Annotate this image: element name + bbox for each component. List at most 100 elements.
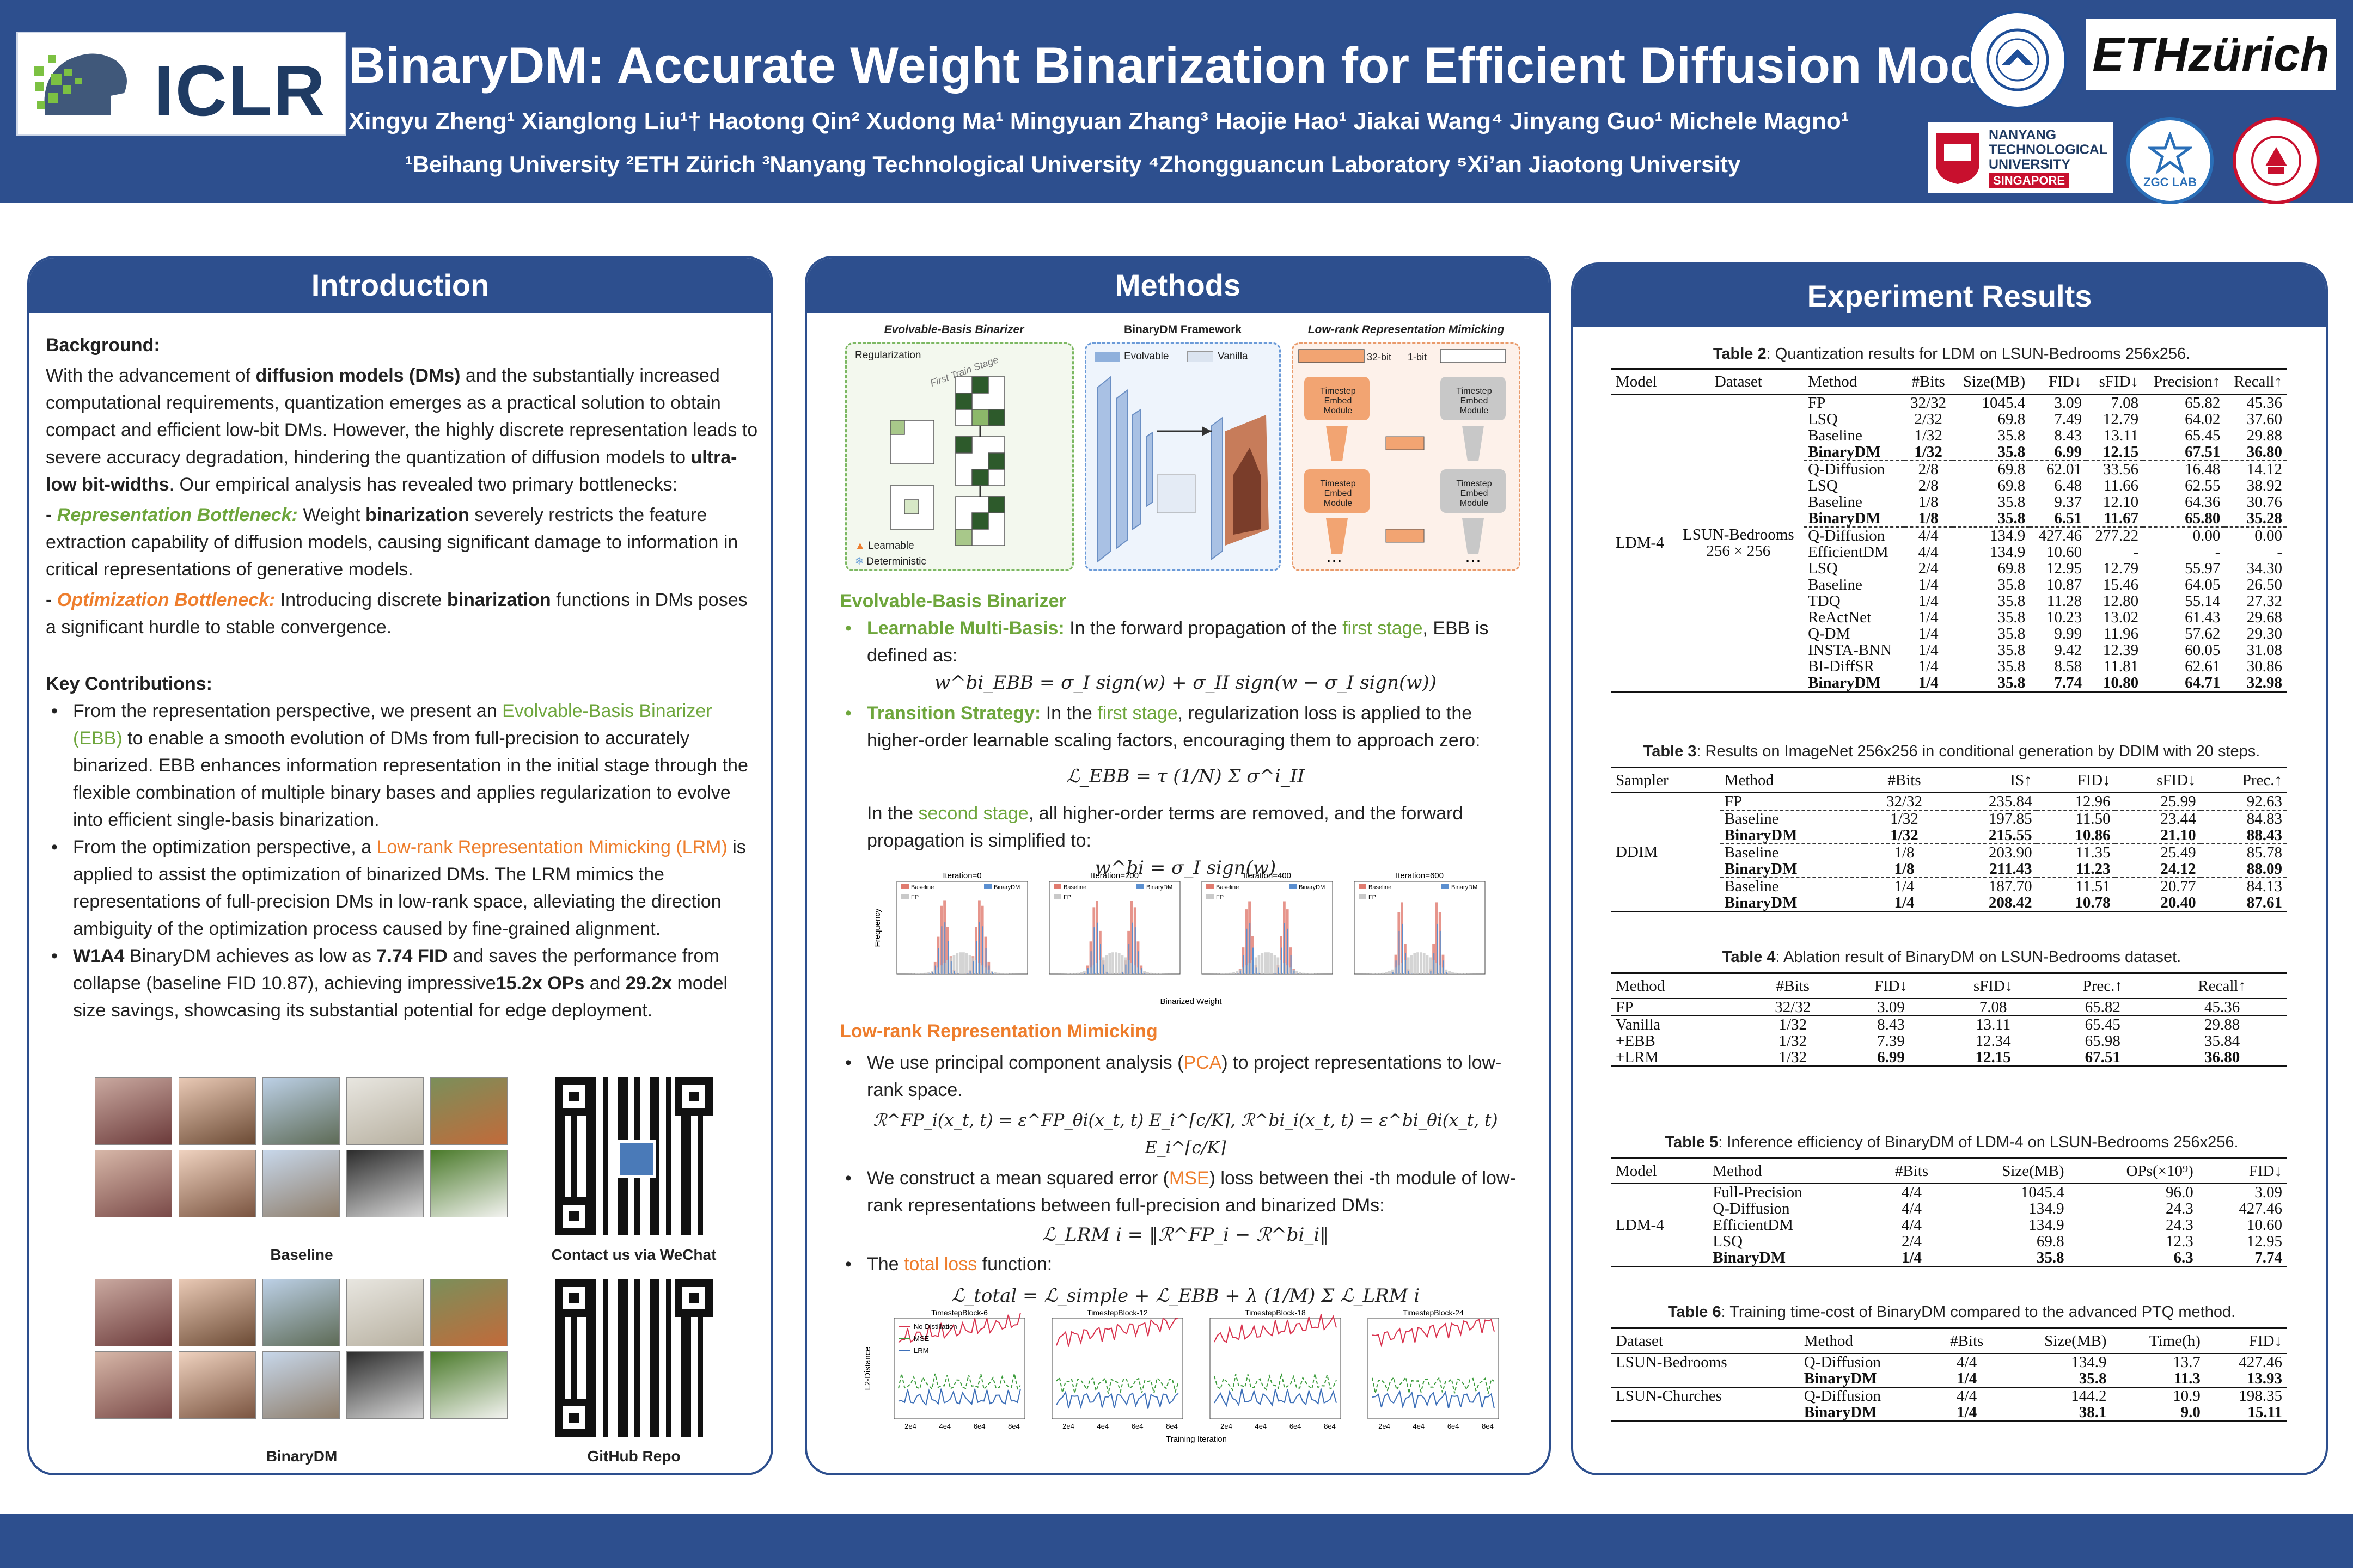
- l2-distance-chart: L2-Distance TimestepBlock-6 2e4 4e4 6e4 8e4 No…: [863, 1308, 1499, 1444]
- hist-bar-binarydm: [1122, 972, 1123, 974]
- fig-title-framework: BinaryDM Framework: [1124, 323, 1242, 336]
- sample-image: [262, 1351, 340, 1419]
- hist-bar-binarydm: [976, 941, 977, 974]
- hist-bar-fp: [1420, 952, 1422, 974]
- table-row: Baseline 1/4 187.70 11.51 20.77 84.13: [1611, 877, 2287, 895]
- contribution-lrm: From the optimization perspective, a Low…: [46, 834, 759, 942]
- table-cell: 7.74: [2197, 1250, 2287, 1267]
- hist-bar-binarydm: [1128, 944, 1130, 974]
- hist-bar-binarydm: [1405, 953, 1406, 974]
- table-header-cell: Prec.↑: [2048, 972, 2158, 999]
- hist-legend-swatch: [1054, 884, 1061, 889]
- hist-legend-label: Baseline: [1216, 884, 1239, 891]
- line-series: [1056, 1317, 1179, 1347]
- fig-label-32bit: 32-bit: [1367, 352, 1392, 363]
- hist-bar-fp: [1261, 953, 1264, 974]
- table-cell: 10.60: [2046, 543, 2082, 561]
- hist-bar-fp: [1257, 955, 1261, 974]
- table-cell: 9.42: [2054, 641, 2082, 659]
- hist-bar-fp: [1070, 973, 1073, 974]
- ntu-crest-icon: [1936, 133, 1979, 184]
- table3-caption: Table 3: Results on ImageNet 256x256 in …: [1643, 743, 2260, 760]
- eth-logo: ETHzürich: [2086, 19, 2336, 90]
- table-header-cell: #Bits: [1904, 368, 1953, 395]
- table-cell: Q-Diffusion: [1804, 1387, 1881, 1405]
- table-cell: 35.8: [1997, 658, 2026, 675]
- table-cell: 9.37: [2054, 493, 2082, 511]
- table-cell: Q-Diffusion: [1713, 1200, 1790, 1217]
- table-cell: 35.8: [1997, 625, 2026, 642]
- table-row: Baseline 1/32 197.85 11.50 23.44 84.83: [1611, 810, 2287, 827]
- table-cell: Q-Diffusion: [1804, 526, 1904, 544]
- table-header-cell: Prec.↑: [2200, 767, 2287, 793]
- table-cell: 85.78: [2200, 843, 2287, 861]
- table-row: Baseline 1/4 35.8 10.87 15.46 64.05 26.50: [1611, 577, 2287, 593]
- table-row: Baseline 1/8 35.8 9.37 12.10 64.36 30.76: [1611, 494, 2287, 510]
- table-cell: 1/4: [1918, 641, 1939, 659]
- table-cell: 12.10: [2103, 493, 2139, 511]
- hist-bar-fp: [1299, 972, 1301, 974]
- table-cell: 7.49: [2054, 411, 2082, 428]
- table-cell: 11.35: [2036, 843, 2115, 861]
- hist-bar-binarydm: [1443, 960, 1444, 974]
- line-xtick: 2e4: [1062, 1422, 1074, 1430]
- hist-bar-binarydm: [1125, 964, 1127, 974]
- hist-bar-binarydm: [1100, 944, 1101, 974]
- table-header-cell: OPs(×10⁹): [2068, 1157, 2198, 1184]
- iclr-wordmark: ICLR: [154, 51, 326, 131]
- hist-bar-fp: [1083, 971, 1086, 974]
- line-series: [1372, 1389, 1495, 1409]
- table-cell: 67.51: [2048, 1049, 2158, 1067]
- table-cell: 4/4: [1901, 1216, 1922, 1234]
- table-cell: 35.8: [1997, 576, 2026, 593]
- table-header-cell: Size(MB): [2000, 1327, 2111, 1354]
- hist-bar-fp: [1451, 972, 1454, 974]
- wechat-qr-code[interactable]: [555, 1077, 713, 1235]
- hist-bar-fp: [1305, 973, 1308, 974]
- hist-bar-binarydm: [966, 973, 968, 974]
- table-cell: 1/32: [1778, 1016, 1807, 1033]
- table-header-cell: Size(MB): [1952, 368, 2030, 395]
- line-xtick: 6e4: [1289, 1422, 1301, 1430]
- hist-legend-label: Baseline: [1368, 884, 1391, 891]
- table-cell: 61.43: [2185, 609, 2221, 626]
- hist-bar-fp: [1236, 971, 1238, 974]
- table-cell: 24.3: [2165, 1216, 2193, 1234]
- table-cell: 88.43: [2246, 826, 2282, 844]
- line-title: TimestepBlock-6: [931, 1308, 988, 1317]
- table-row: +LRM 1/32 6.99 12.15 67.51 36.80: [1611, 1049, 2287, 1067]
- table-cell: 69.8: [1997, 477, 2026, 494]
- hist-bar-fp: [927, 972, 930, 974]
- table-cell: Q-Diffusion: [1804, 1353, 1881, 1371]
- hist-bar-fp: [1254, 957, 1257, 974]
- table-cell: 62.55: [2185, 477, 2221, 494]
- table-cell: 134.9: [2028, 1200, 2064, 1217]
- table-cell: 21.10: [2160, 826, 2196, 844]
- hist-bar-fp: [1308, 973, 1311, 974]
- binarydm-label: BinaryDM: [266, 1448, 338, 1465]
- table-cell: 29.30: [2246, 625, 2282, 642]
- table-header-cell: Time(h): [2111, 1327, 2205, 1354]
- table-cell: 62.61: [2185, 658, 2221, 675]
- hist-bar-fp: [1375, 973, 1378, 974]
- table-cell: 35.28: [2246, 510, 2282, 527]
- table-cell: 1/4: [1904, 675, 1953, 693]
- sample-image: [95, 1077, 172, 1145]
- line-xtick: 4e4: [939, 1422, 951, 1430]
- table-cell: 215.55: [1988, 826, 2032, 844]
- hist-bar-binarydm: [1437, 923, 1438, 974]
- table-cell: ReActNet: [1808, 609, 1872, 626]
- table-cell: 134.9: [1989, 543, 2026, 561]
- github-qr-code[interactable]: [555, 1279, 713, 1437]
- table-header-cell: FID↓: [2204, 1327, 2287, 1354]
- hist-bar-binarydm: [1402, 923, 1403, 974]
- table-row: BinaryDM 1/8 35.8 6.51 11.67 65.80 35.28: [1611, 510, 2287, 527]
- sample-image: [262, 1150, 340, 1217]
- table-header-cell: Size(MB): [1947, 1157, 2069, 1184]
- table-row: BinaryDM 1/8 211.43 11.23 24.12 88.09: [1611, 861, 2287, 878]
- hist-bar-fp: [959, 952, 962, 974]
- framework-diagram: Evolvable Vanilla: [1085, 342, 1281, 571]
- table-cell: FP: [1808, 394, 1826, 412]
- hist-bar-fp: [1276, 957, 1280, 974]
- table-cell: 3.09: [2054, 394, 2082, 412]
